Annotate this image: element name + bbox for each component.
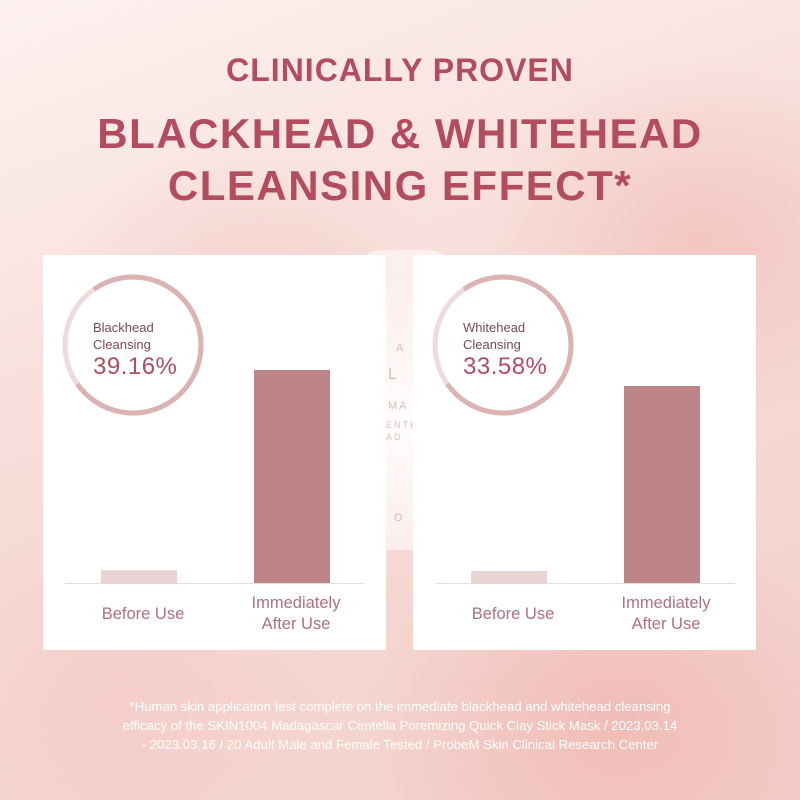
footnote-line-1: *Human skin application test complete on… bbox=[129, 699, 671, 714]
x-label-after-use: Immediately After Use bbox=[596, 593, 736, 635]
chart-svg-blackhead bbox=[62, 274, 330, 583]
ring-label: Whitehead Cleansing bbox=[463, 319, 525, 353]
chart-svg-whitehead bbox=[432, 274, 700, 583]
jar-text-6: O bbox=[394, 512, 405, 524]
ring-value: 39.16% bbox=[93, 353, 178, 380]
headline-main: BLACKHEAD & WHITEHEAD CLEANSING EFFECT* bbox=[0, 108, 800, 212]
chart-card-blackhead: Blackhead Cleansing 39.16% Before Use Im… bbox=[43, 255, 386, 650]
ring-label-line-1: Blackhead bbox=[93, 320, 154, 335]
jar-text-5: AD bbox=[386, 432, 403, 442]
chart-baseline bbox=[65, 583, 365, 584]
ring-value: 33.58% bbox=[463, 353, 548, 380]
footnote: *Human skin application test complete on… bbox=[0, 697, 800, 754]
ring-label-line-2: Cleansing bbox=[93, 337, 151, 352]
x-label-before-use: Before Use bbox=[101, 605, 185, 623]
bar-after-use bbox=[254, 370, 330, 583]
bar-before-use bbox=[101, 570, 177, 583]
x-label-after-line-1: Immediately bbox=[621, 594, 711, 612]
ring-arc bbox=[62, 274, 204, 416]
bar-after-use bbox=[624, 386, 700, 583]
ring-label: Blackhead Cleansing bbox=[93, 319, 154, 353]
jar-text-4: ENTEL bbox=[386, 420, 426, 430]
footnote-line-2: efficacy of the SKIN1004 Madagascar Cent… bbox=[122, 718, 678, 733]
chart-baseline bbox=[435, 583, 735, 584]
x-label-before-use: Before Use bbox=[471, 605, 555, 623]
jar-text-2: L bbox=[388, 366, 399, 383]
ring-label-line-2: Cleansing bbox=[463, 337, 521, 352]
bar-before-use bbox=[471, 571, 547, 583]
footnote-line-3: - 2023.03.16 / 20 Adult Male and Female … bbox=[141, 737, 659, 752]
headline-line-3: CLEANSING EFFECT* bbox=[167, 162, 633, 209]
chart-card-whitehead: Whitehead Cleansing 33.58% Before Use Im… bbox=[413, 255, 756, 650]
headline-line-2: BLACKHEAD & WHITEHEAD bbox=[97, 110, 703, 157]
jar-text-1: A bbox=[396, 342, 406, 354]
jar-text-3: MA bbox=[388, 400, 409, 412]
x-label-after-line-2: After Use bbox=[631, 615, 701, 633]
x-label-after-use: Immediately After Use bbox=[226, 593, 366, 635]
x-label-after-line-1: Immediately bbox=[251, 594, 341, 612]
headline-clinically-proven: CLINICALLY PROVEN bbox=[226, 52, 574, 88]
ring-label-line-1: Whitehead bbox=[463, 320, 526, 335]
x-label-after-line-2: After Use bbox=[261, 615, 331, 633]
ring-arc bbox=[432, 274, 574, 416]
